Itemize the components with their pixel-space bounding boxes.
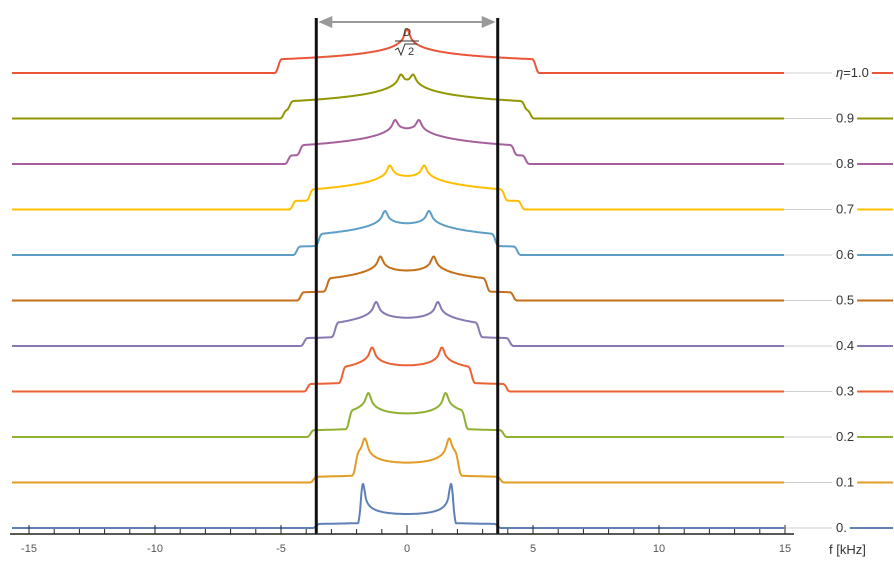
spectrum-trace-eta-0.7 (12, 164, 784, 211)
eta-labels: 0. 0.1 0.2 0.3 0.4 0.5 0.6 0.7 0.8 0.9 η=1.0 (784, 65, 893, 535)
spectrum-trace-eta-0.4 (12, 301, 784, 347)
spectrum-trace-eta-0.6 (12, 210, 784, 256)
x-tick-label: -10 (147, 543, 163, 555)
x-tick-label: 0 (404, 543, 410, 555)
width-label-numerator: D (403, 27, 411, 39)
spectrum-trace-eta-1.0 (12, 28, 784, 74)
x-axis: -15 -10 -5 0 5 10 15 (10, 525, 794, 555)
x-tick-label: 15 (779, 543, 791, 555)
eta-label-0.5: 0.5 (836, 293, 854, 308)
spectrum-trace-eta-0.9 (12, 73, 784, 120)
x-tick-label: 10 (653, 543, 665, 555)
spectrum-trace-eta-0.8 (12, 119, 784, 165)
width-label-radical-sign (394, 43, 417, 57)
x-axis-label: f [kHz] (829, 542, 866, 557)
arrow-head-left (318, 16, 333, 28)
eta-label-0.9: 0.9 (836, 111, 854, 126)
width-annotation: D 2 (314, 16, 500, 534)
x-tick-label: -15 (21, 543, 37, 555)
eta-label-0.8: 0.8 (836, 156, 854, 171)
x-tick-label: 5 (530, 543, 536, 555)
spectrum-trace-eta-0.2 (12, 392, 784, 438)
spectra-traces (12, 28, 784, 529)
spectrum-trace-eta-0. (12, 483, 784, 529)
eta-label-0.4: 0.4 (836, 338, 854, 353)
spectrum-trace-eta-0.1 (12, 437, 784, 484)
arrow-head-right (481, 16, 496, 28)
eta-label-0.2: 0.2 (836, 429, 854, 444)
eta-label-0.6: 0.6 (836, 247, 854, 262)
eta-label-0.3: 0.3 (836, 384, 854, 399)
eta-label-1.0: η=1.0 (836, 65, 869, 80)
spectrum-trace-eta-0.3 (12, 346, 784, 393)
eta-label-0.1: 0.1 (836, 475, 854, 490)
width-label-radicand: 2 (408, 46, 414, 58)
eta-label-0.7: 0.7 (836, 202, 854, 217)
eta-label-0.: 0. (836, 520, 847, 535)
x-tick-label: -5 (276, 543, 286, 555)
spectrum-trace-eta-0.5 (12, 255, 784, 302)
